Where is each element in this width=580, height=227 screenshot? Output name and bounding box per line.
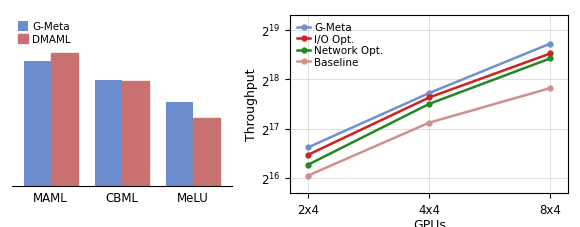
Network Opt. (304, 163, 311, 166)
Bar (50, 54, 78, 227)
I/O Opt. (304, 154, 311, 156)
Line: Network Opt.: Network Opt. (306, 57, 553, 167)
Legend: G-Meta, I/O Opt., Network Opt., Baseline: G-Meta, I/O Opt., Network Opt., Baseline (295, 21, 385, 70)
G-Meta (547, 43, 554, 46)
Line: I/O Opt.: I/O Opt. (306, 52, 553, 158)
Network Opt. (426, 103, 433, 106)
Bar (95, 80, 122, 227)
Bar (193, 118, 220, 227)
G-Meta (426, 92, 433, 95)
Bar (166, 103, 193, 227)
I/O Opt. (547, 53, 554, 56)
Network Opt. (547, 58, 554, 61)
G-Meta (304, 146, 311, 149)
Bar (122, 82, 149, 227)
Legend: G-Meta, DMAML: G-Meta, DMAML (17, 21, 72, 46)
X-axis label: GPUs: GPUs (413, 218, 445, 227)
Line: G-Meta: G-Meta (306, 42, 553, 150)
Line: Baseline: Baseline (306, 86, 553, 178)
I/O Opt. (426, 97, 433, 99)
Y-axis label: Throughput: Throughput (245, 68, 258, 141)
Baseline (426, 122, 433, 124)
Bar (24, 61, 50, 227)
Baseline (304, 174, 311, 177)
Baseline (547, 87, 554, 90)
